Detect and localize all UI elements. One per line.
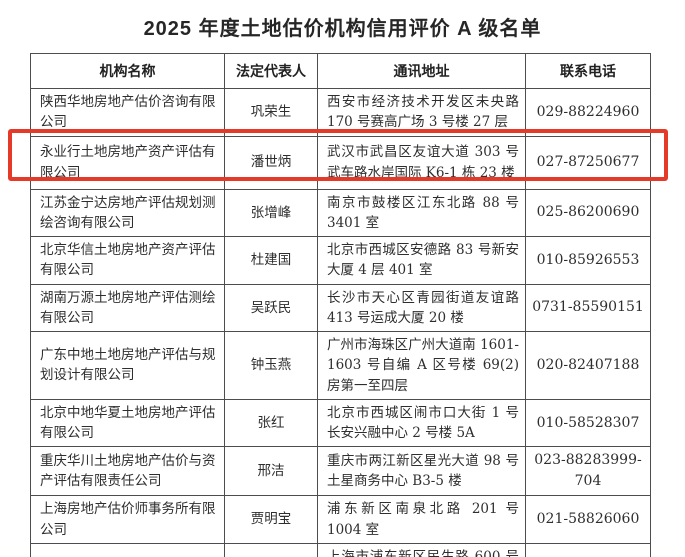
org-name: 永业行土地房地产资产评估有限公司	[30, 135, 225, 190]
org-name: 湖南万源土地房地产评估测绘有限公司	[30, 283, 225, 332]
table-row: 上海房地产估价师事务所有限公司 贾明宝 浦东新区南泉北路 201 号 1004 …	[30, 495, 651, 544]
legal-rep: 巩荣生	[224, 88, 318, 137]
org-name: 重庆华川土地房地产估价与资产评估有限责任公司	[30, 446, 225, 497]
legal-rep: 张增峰	[224, 188, 318, 237]
agency-table: 机构名称 法定代表人 通讯地址 联系电话 陕西华地房地产估价咨询有限公司 巩荣生…	[30, 53, 651, 557]
table-header-row: 机构名称 法定代表人 通讯地址 联系电话	[30, 53, 651, 89]
table-row: 陕西华地房地产估价咨询有限公司 巩荣生 西安市经济技术开发区未央路 170 号赛…	[30, 88, 651, 137]
table-row: 重庆华川土地房地产估价与资产评估有限责任公司 邢洁 重庆市两江新区星光大道 98…	[30, 446, 651, 497]
table-row: 江苏金宁达房地产评估规划测绘咨询有限公司 张增峰 南京市鼓楼区江东北路 88 号…	[30, 188, 651, 237]
column-header-org: 机构名称	[30, 53, 225, 89]
legal-rep: 杜建国	[224, 236, 318, 285]
legal-rep: 潘世炳	[224, 135, 318, 190]
org-name: 北京中地华夏土地房地产评估有限公司	[30, 398, 225, 448]
phone: 0731-85590151	[525, 283, 651, 332]
legal-rep: 丁光华	[224, 542, 318, 557]
address: 武汉市武昌区友谊大道 303 号武车路水岸国际 K6-1 栋 23 楼	[317, 135, 526, 190]
phone: 029-88224960	[525, 88, 651, 137]
address: 北京市西城区安德路 83 号新安大厦 4 层 401 室	[317, 236, 526, 285]
column-header-phone: 联系电话	[525, 53, 651, 89]
org-name: 上海百盛房地产估价有限责任公司	[30, 542, 225, 557]
column-header-rep: 法定代表人	[224, 53, 318, 89]
phone: 021-58826060	[525, 495, 651, 544]
org-name: 广东中地土地房地产评估与规划设计有限公司	[30, 331, 225, 400]
address: 广州市海珠区广州大道南 1601-1603 号自编 A 区号楼 69(2)房第一…	[317, 331, 526, 400]
legal-rep: 吴跃民	[224, 283, 318, 332]
phone: 025-86200690	[525, 188, 651, 237]
address: 上海市浦东新区民生路 600 号船研大厦 11 楼；上海市闵行区水清路 500 …	[317, 542, 526, 557]
table-row: 广东中地土地房地产评估与规划设计有限公司 钟玉燕 广州市海珠区广州大道南 160…	[30, 331, 651, 400]
legal-rep: 张红	[224, 398, 318, 448]
phone: 020-82407188	[525, 331, 651, 400]
address: 重庆市两江新区星光大道 98 号土星商务中心 B3-5 楼	[317, 446, 526, 497]
page-title: 2025 年度土地估价机构信用评价 A 级名单	[143, 18, 542, 40]
table-row: 湖南万源土地房地产评估测绘有限公司 吴跃民 长沙市天心区青园街道友谊路 413 …	[30, 283, 651, 332]
phone: 021-68551967	[525, 542, 651, 557]
table-row: 上海百盛房地产估价有限责任公司 丁光华 上海市浦东新区民生路 600 号船研大厦…	[30, 542, 651, 557]
phone: 010-85926553	[525, 236, 651, 285]
address: 西安市经济技术开发区未央路 170 号赛高广场 3 号楼 27 层	[317, 88, 526, 137]
phone: 010-58528307	[525, 398, 651, 448]
address: 北京市西城区闹市口大街 1 号长安兴融中心 2 号楼 5A	[317, 398, 526, 448]
address: 南京市鼓楼区江东北路 88 号 3401 室	[317, 188, 526, 237]
org-name: 陕西华地房地产估价咨询有限公司	[30, 88, 225, 137]
table-row-highlighted: 永业行土地房地产资产评估有限公司 潘世炳 武汉市武昌区友谊大道 303 号武车路…	[30, 135, 651, 190]
legal-rep: 邢洁	[224, 446, 318, 497]
org-name: 上海房地产估价师事务所有限公司	[30, 495, 225, 544]
address: 浦东新区南泉北路 201 号 1004 室	[317, 495, 526, 544]
legal-rep: 贾明宝	[224, 495, 318, 544]
table-row: 北京华信土地房地产资产评估有限公司 杜建国 北京市西城区安德路 83 号新安大厦…	[30, 236, 651, 285]
column-header-addr: 通讯地址	[317, 53, 526, 89]
org-name: 北京华信土地房地产资产评估有限公司	[30, 236, 225, 285]
phone: 023-88283999-704	[525, 446, 651, 497]
table-row: 北京中地华夏土地房地产评估有限公司 张红 北京市西城区闹市口大街 1 号长安兴融…	[30, 398, 651, 448]
org-name: 江苏金宁达房地产评估规划测绘咨询有限公司	[30, 188, 225, 237]
phone: 027-87250677	[525, 135, 651, 190]
legal-rep: 钟玉燕	[224, 331, 318, 400]
address: 长沙市天心区青园街道友谊路 413 号运成大厦 20 楼	[317, 283, 526, 332]
